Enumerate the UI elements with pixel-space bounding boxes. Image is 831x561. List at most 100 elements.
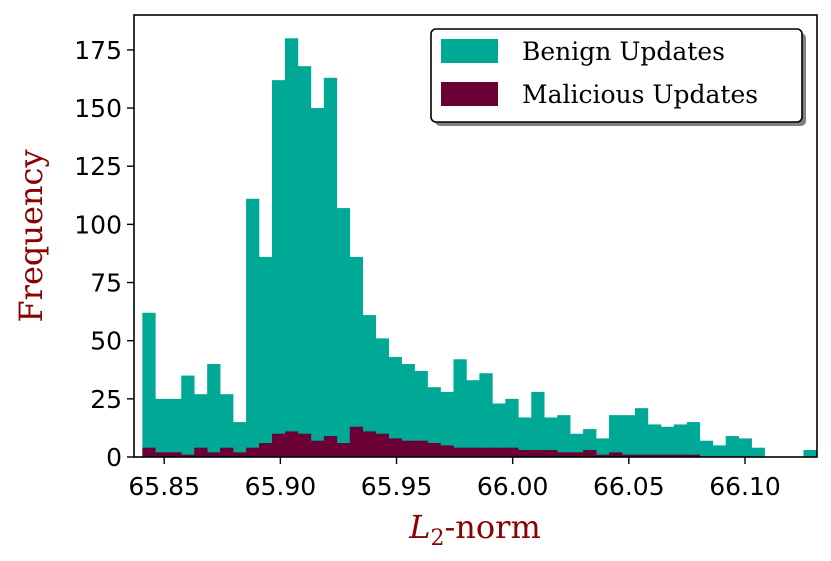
benign-bar [609, 415, 623, 457]
y-tick-label: 175 [74, 36, 122, 65]
benign-bar [440, 391, 454, 457]
malicious-bar [401, 440, 415, 457]
malicious-bar [479, 447, 493, 457]
malicious-bar [388, 438, 402, 457]
benign-bar [660, 426, 675, 457]
malicious-bar [207, 452, 221, 457]
benign-bar [453, 359, 467, 457]
malicious-bar [414, 440, 428, 457]
benign-bar [220, 394, 234, 457]
x-axis-label-subscript: 2 [430, 526, 444, 551]
malicious-bar [259, 443, 273, 457]
benign-bar [388, 356, 402, 457]
malicious-bar [168, 452, 182, 457]
benign-bar [531, 391, 545, 457]
malicious-bar [557, 452, 571, 457]
legend-swatch-malicious [441, 82, 498, 106]
malicious-bar [271, 433, 286, 457]
benign-bar [271, 80, 286, 457]
x-axis-label: L2-norm [408, 508, 541, 551]
benign-bar [297, 66, 312, 457]
benign-bar [725, 436, 739, 457]
benign-bar [557, 415, 571, 457]
legend-swatch-benign [441, 39, 498, 63]
y-axis: 0 25 50 75 100 125 150 175 [74, 36, 134, 472]
y-tick-label: 150 [74, 94, 122, 123]
y-tick-label: 125 [74, 152, 122, 181]
malicious-bar [544, 450, 558, 457]
legend-label-malicious: Malicious Updates [522, 80, 758, 109]
malicious-bar [310, 440, 325, 457]
legend: Benign Updates Malicious Updates [430, 28, 806, 126]
benign-bar [142, 312, 156, 457]
benign-bar [544, 417, 558, 457]
malicious-bar [246, 447, 260, 457]
malicious-bar [609, 452, 623, 457]
malicious-bar [427, 443, 441, 457]
benign-bar [259, 256, 273, 457]
benign-bar [751, 447, 765, 457]
malicious-bar [349, 426, 364, 457]
bars-layer [142, 38, 817, 458]
malicious-bar [673, 454, 688, 457]
benign-bar [479, 373, 493, 457]
malicious-bar [505, 447, 519, 457]
benign-bar [686, 422, 701, 457]
malicious-bar [453, 447, 467, 457]
benign-bar [414, 370, 428, 457]
x-axis: 65.85 65.90 65.95 66.00 66.05 66.10 [128, 457, 781, 501]
x-tick-label: 66.00 [477, 472, 549, 501]
x-tick-label: 66.10 [709, 472, 781, 501]
malicious-bar [284, 431, 299, 457]
y-tick-label: 75 [90, 269, 122, 298]
benign-bar [246, 198, 260, 458]
malicious-bar [323, 436, 338, 457]
malicious-bar [220, 447, 234, 457]
malicious-bar [362, 431, 376, 457]
benign-bar [738, 438, 752, 457]
benign-bar [427, 387, 441, 457]
benign-bar [803, 450, 817, 457]
malicious-bar [518, 450, 532, 457]
benign-bar [621, 415, 636, 457]
malicious-bar [181, 454, 195, 457]
malicious-bar [492, 447, 506, 457]
benign-bar [181, 375, 195, 457]
benign-bar [323, 77, 338, 458]
malicious-bar [686, 454, 701, 457]
benign-bar [401, 363, 415, 457]
malicious-bar [660, 454, 675, 457]
benign-bar [155, 398, 169, 457]
benign-bar [570, 433, 584, 457]
x-axis-label-main: L [408, 508, 430, 546]
malicious-bar [466, 447, 480, 457]
malicious-bar [375, 433, 389, 457]
y-axis-label: Frequency [12, 149, 50, 322]
benign-bar [233, 422, 247, 457]
benign-bar [168, 398, 182, 457]
malicious-bar [647, 454, 662, 457]
malicious-bar [142, 447, 156, 457]
malicious-bar [596, 454, 610, 457]
benign-bar [466, 380, 480, 457]
benign-bar [207, 363, 221, 457]
benign-bar [349, 256, 364, 457]
benign-bar [310, 108, 325, 457]
benign-bar [634, 408, 649, 457]
x-axis-label-suffix: -norm [444, 508, 540, 546]
malicious-bar [634, 454, 649, 457]
malicious-bar [336, 443, 351, 457]
benign-bar [362, 315, 376, 457]
benign-bar [336, 208, 351, 457]
benign-bar [673, 424, 688, 457]
x-tick-label: 65.95 [361, 472, 433, 501]
x-tick-label: 65.90 [245, 472, 317, 501]
benign-bar [375, 338, 389, 457]
y-tick-label: 25 [90, 385, 122, 414]
benign-bar [596, 438, 610, 457]
malicious-bar [440, 445, 454, 457]
malicious-bar [194, 447, 208, 457]
benign-bar [194, 394, 208, 457]
malicious-bar [531, 450, 545, 457]
